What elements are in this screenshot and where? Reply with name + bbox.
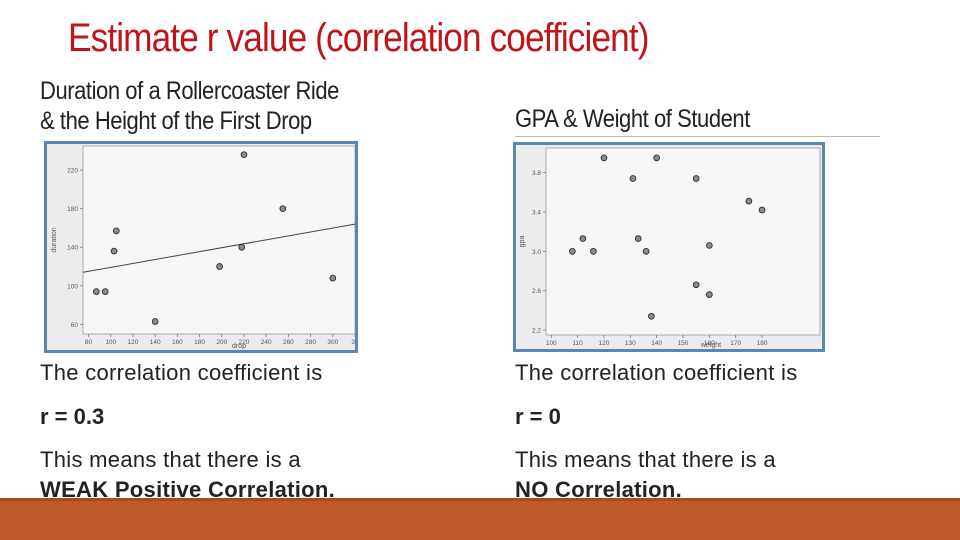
right-chart-x-tick-label: 140	[651, 340, 662, 347]
left-chart-data-point	[92, 288, 100, 295]
left-chart-x-tick-label: 240	[261, 339, 272, 346]
right-chart-y-tick-label: 3.8	[532, 170, 541, 177]
right-chart-x-tick-label: 170	[730, 340, 741, 347]
left-scatter-chart: 60 100 140 180 220 80 100 120 140 160 180 200 220 240…	[51, 145, 355, 350]
right-meaning-line1: This means that there is a	[515, 447, 776, 472]
right-chart-data-point	[705, 291, 713, 298]
right-chart-x-tick-label: 120	[599, 340, 610, 347]
right-chart-data-point	[648, 312, 655, 320]
left-chart-data-point	[279, 205, 287, 213]
right-chart-x-tick-label: 110	[572, 340, 583, 347]
left-chart-data-point	[151, 318, 159, 325]
right-chart-data-point	[629, 175, 637, 182]
right-chart-data-point	[692, 281, 700, 289]
right-chart-data-point	[692, 175, 700, 182]
left-chart-data-point	[238, 243, 246, 251]
right-scatter-chart: 2.2 2.6 3.0 3.4 3.8 100 110 120 130 140 150 160 170 1…	[519, 147, 821, 349]
right-chart-y-tick-label: 3.4	[532, 209, 541, 216]
right-chart-x-tick-label: 180	[757, 340, 768, 347]
footer-edge	[0, 498, 960, 501]
right-chart-y-axis-label: gpa	[519, 236, 526, 248]
left-chart-x-tick-label: 200	[216, 339, 227, 346]
left-chart-x-tick-label: 220	[239, 339, 250, 346]
left-chart-y-axis-label: duration	[51, 227, 58, 252]
right-chart-x-tick-label: 130	[625, 340, 636, 347]
left-chart-trend-line	[82, 223, 355, 273]
right-chart-y-tick-label: 3.0	[532, 249, 541, 256]
left-chart-x-tick-label: 300	[327, 339, 338, 346]
left-r-value: r = 0.3	[40, 404, 105, 429]
left-heading-line2: & the Height of the First Drop	[40, 107, 312, 135]
left-meaning-line1: This means that there is a	[40, 447, 301, 472]
right-chart-data-point	[600, 154, 608, 162]
left-chart-x-tick-label: 32	[351, 339, 355, 346]
right-heading: GPA & Weight of Student	[515, 105, 750, 133]
left-chart-data-point	[329, 274, 337, 282]
right-chart-data-point	[642, 247, 650, 255]
left-chart-data-point	[216, 263, 223, 270]
slide-title: Estimate r value (correlation coefficien…	[68, 16, 649, 60]
left-chart-y-tick-label: 60	[71, 322, 79, 329]
right-chart-x-tick-label: 100	[546, 340, 557, 347]
left-chart-plot-area	[82, 145, 355, 335]
left-chart-x-tick-label: 120	[128, 339, 139, 346]
right-chart-y-tick-label: 2.2	[532, 328, 541, 335]
right-r-value: r = 0	[515, 404, 561, 429]
right-chart-data-point	[634, 235, 642, 242]
right-chart-x-tick-label: 160	[704, 340, 715, 347]
right-chart-data-point	[758, 206, 766, 214]
left-chart-y-tick-label: 180	[67, 206, 78, 213]
left-chart-x-tick-label: 260	[283, 339, 294, 346]
left-chart-frame: 60 100 140 180 220 80 100 120 140 160 180 200 220 240…	[44, 141, 358, 353]
right-meaning-line2: NO Correlation.	[515, 477, 683, 502]
left-chart-y-tick-label: 220	[67, 168, 78, 175]
right-chart-data-point	[590, 247, 597, 255]
right-chart-y-tick-label: 2.6	[532, 288, 541, 295]
left-chart-y-tick-label: 100	[67, 283, 78, 290]
left-chart-x-tick-label: 180	[194, 339, 205, 346]
footer-bar	[0, 498, 960, 540]
left-chart-x-axis-label: drop	[232, 343, 246, 350]
left-meaning-line2: WEAK Positive Correlation.	[40, 477, 336, 502]
left-chart-x-tick-label: 160	[172, 339, 183, 346]
right-chart-data-point	[745, 197, 753, 205]
left-chart-x-tick-label: 280	[305, 339, 316, 346]
left-chart-x-tick-label: 140	[150, 339, 161, 346]
right-chart-data-point	[568, 247, 576, 255]
right-chart-data-point	[705, 242, 713, 249]
right-chart-data-point	[653, 154, 661, 162]
left-heading-line1: Duration of a Rollercoaster Ride	[40, 77, 339, 105]
right-chart-data-point	[579, 235, 587, 242]
left-chart-x-tick-label: 100	[105, 339, 116, 346]
right-chart-frame: 2.2 2.6 3.0 3.4 3.8 100 110 120 130 140 150 160 170 1…	[513, 142, 825, 352]
right-coeff-text: The correlation coefficient is	[515, 360, 798, 385]
right-chart-x-tick-label: 150	[678, 340, 689, 347]
left-chart-data-point	[101, 288, 109, 295]
left-chart-data-point	[110, 247, 118, 255]
left-chart-x-tick-label: 80	[85, 339, 93, 346]
left-coeff-text: The correlation coefficient is	[40, 360, 323, 385]
right-chart-plot-area	[545, 147, 821, 336]
heading-divider	[515, 136, 880, 137]
left-chart-y-tick-label: 140	[67, 245, 78, 252]
left-heading: Duration of a Rollercoaster Ride & the H…	[40, 76, 339, 136]
right-chart-x-axis-label: weight	[700, 342, 721, 349]
left-chart-data-point	[112, 227, 120, 235]
left-chart-data-point	[240, 151, 248, 159]
